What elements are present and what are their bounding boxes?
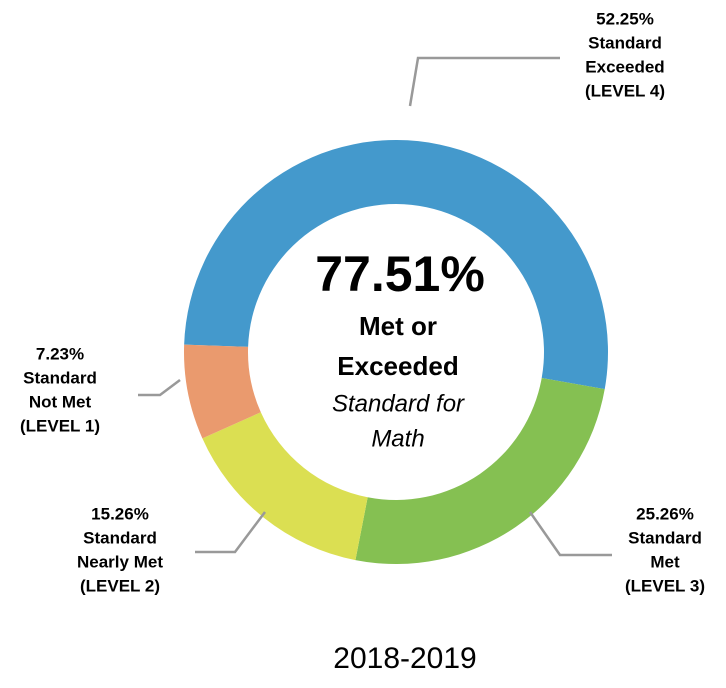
category-label: Standard [628, 528, 702, 547]
value-label: 25.26% [636, 504, 694, 523]
category-label: (LEVEL 2) [80, 576, 160, 595]
donut-segment [202, 412, 368, 561]
donut-segment [184, 139, 609, 390]
category-label: Exceeded [585, 57, 664, 76]
category-label: Nearly Met [77, 552, 163, 571]
value-label: 7.23% [36, 344, 84, 363]
value-label: 15.26% [91, 504, 149, 523]
category-label: Met [650, 552, 680, 571]
center-text: Met or [359, 311, 437, 341]
category-label: Not Met [29, 392, 92, 411]
leader-line [195, 511, 266, 554]
category-label: Standard [588, 33, 662, 52]
category-label: Standard [23, 368, 97, 387]
category-label: Standard [83, 528, 157, 547]
donut-segment [355, 377, 605, 564]
leader-line [528, 511, 612, 557]
category-label: (LEVEL 1) [20, 416, 100, 435]
category-label: (LEVEL 4) [585, 81, 665, 100]
value-label: 52.25% [596, 9, 654, 28]
center-value: 77.51% [315, 246, 485, 302]
center-text: Standard for [332, 390, 465, 417]
leader-line [408, 56, 560, 107]
center-text: Exceeded [337, 351, 458, 381]
center-text: Math [371, 425, 424, 452]
caption: 2018-2019 [333, 642, 476, 675]
donut-segment [184, 344, 261, 439]
category-label: (LEVEL 3) [625, 576, 705, 595]
leader-line [138, 379, 181, 397]
